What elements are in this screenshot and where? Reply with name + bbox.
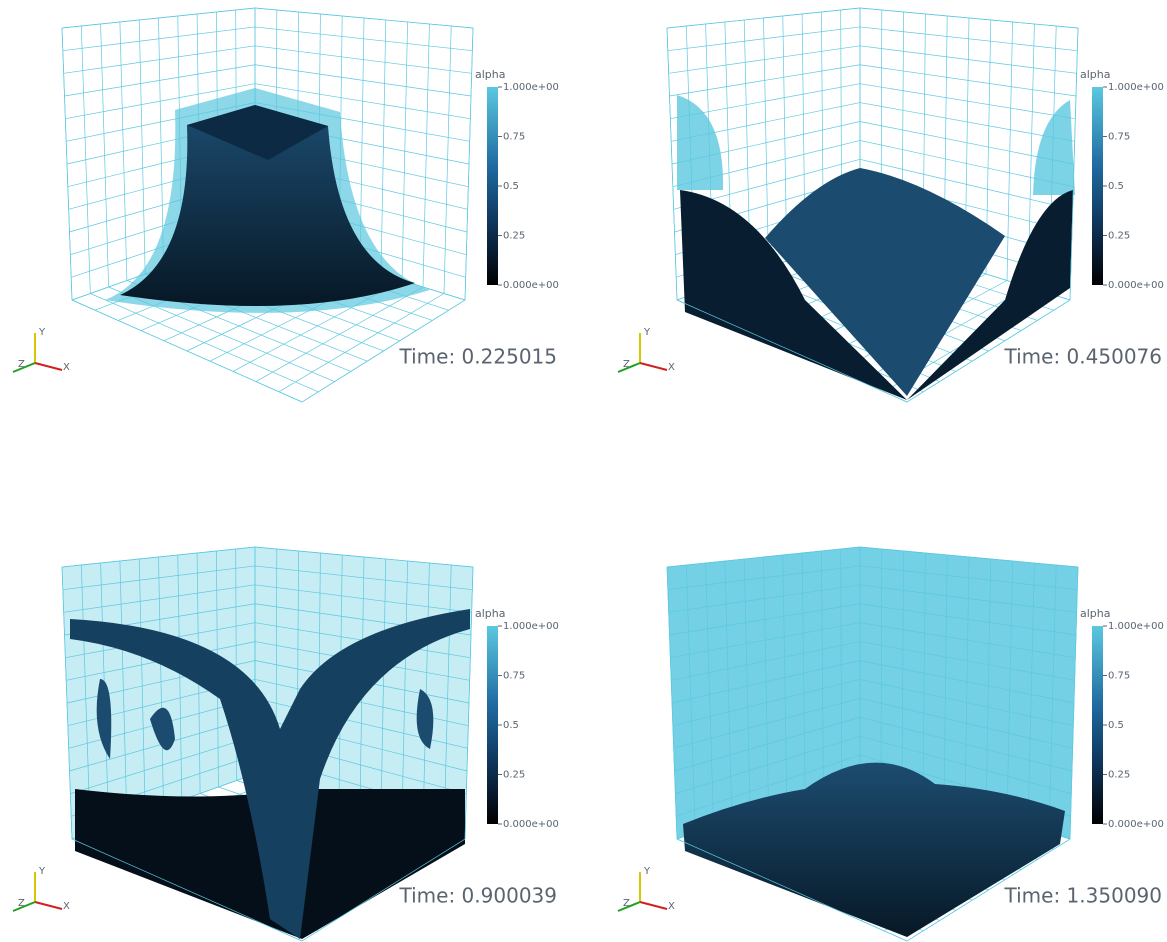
- axis-label-y: Y: [38, 866, 46, 877]
- axis-label-z: Z: [623, 898, 630, 909]
- time-label: Time: 0.900039: [399, 884, 557, 908]
- wall-fill: [667, 547, 1078, 839]
- axis-z: [617, 901, 641, 912]
- colorbar-tick-label: 0.000e+00: [503, 280, 559, 291]
- colorbar: [487, 626, 498, 824]
- interface-halo: [677, 95, 1075, 195]
- colorbar-tick-label: 0.75: [1108, 671, 1130, 682]
- cube-edge: [666, 546, 1079, 942]
- colorbar-tick-label: 0.75: [503, 671, 525, 682]
- axis-label-y: Y: [643, 327, 651, 338]
- axis-label-z: Z: [18, 359, 25, 370]
- axis-label-x: X: [63, 901, 70, 912]
- axis-z: [12, 901, 36, 912]
- axis-label-z: Z: [18, 898, 25, 909]
- fluid-base: [680, 190, 1073, 400]
- axis-label-z: Z: [623, 359, 630, 370]
- colorbar-tick-label: 0.000e+00: [1108, 280, 1164, 291]
- colorbar-tick-label: 0.75: [1108, 132, 1130, 143]
- fluid-top: [187, 105, 328, 160]
- time-label: Time: 0.450076: [1004, 345, 1162, 369]
- colorbar: [487, 87, 498, 285]
- colorbar-tick-label: 0.000e+00: [503, 819, 559, 830]
- colorbar-tick-label: 0.000e+00: [1108, 819, 1164, 830]
- colorbar-tick-label: 0.25: [503, 231, 525, 242]
- axis-x: [34, 901, 63, 910]
- wall-fill: [62, 547, 473, 839]
- cube-edge: [666, 7, 1079, 403]
- axis-x: [639, 901, 668, 910]
- axis-z: [12, 362, 36, 373]
- fluid-surface: [683, 762, 1065, 937]
- colorbar-tick-label: 0.75: [503, 132, 525, 143]
- colorbar-title: alpha: [475, 68, 506, 81]
- axis-label-y: Y: [643, 866, 651, 877]
- cube-edge: [61, 546, 474, 942]
- axis-label-y: Y: [38, 327, 46, 338]
- cube-edge: [61, 7, 474, 403]
- colorbar: [1092, 87, 1103, 285]
- time-label: Time: 0.225015: [399, 345, 557, 369]
- colorbar-tick-label: 1.000e+00: [1108, 621, 1164, 632]
- splash: [70, 609, 470, 939]
- colorbar-tick-label: 0.5: [503, 720, 519, 731]
- axis-x: [639, 362, 668, 371]
- colorbar-title: alpha: [1080, 607, 1111, 620]
- colorbar-tick-label: 1.000e+00: [1108, 82, 1164, 93]
- time-label: Time: 1.350090: [1004, 884, 1162, 908]
- colorbar-title: alpha: [475, 607, 506, 620]
- fluid-top: [765, 168, 1005, 396]
- axis-label-x: X: [668, 362, 675, 373]
- colorbar-tick-label: 0.5: [503, 181, 519, 192]
- colorbar-tick-label: 0.5: [1108, 720, 1124, 731]
- colorbar-tick-label: 0.25: [1108, 231, 1130, 242]
- colorbar-tick-label: 1.000e+00: [503, 82, 559, 93]
- colorbar-tick-label: 0.25: [503, 770, 525, 781]
- axis-x: [34, 362, 63, 371]
- fluid-surface: [120, 105, 415, 307]
- colorbar-tick-label: 0.25: [1108, 770, 1130, 781]
- axis-label-x: X: [668, 901, 675, 912]
- axis-label-x: X: [63, 362, 70, 373]
- axis-z: [617, 362, 641, 373]
- colorbar-tick-label: 1.000e+00: [503, 621, 559, 632]
- colorbar-tick-label: 0.5: [1108, 181, 1124, 192]
- colorbar-title: alpha: [1080, 68, 1111, 81]
- droplets: [96, 679, 434, 759]
- colorbar: [1092, 626, 1103, 824]
